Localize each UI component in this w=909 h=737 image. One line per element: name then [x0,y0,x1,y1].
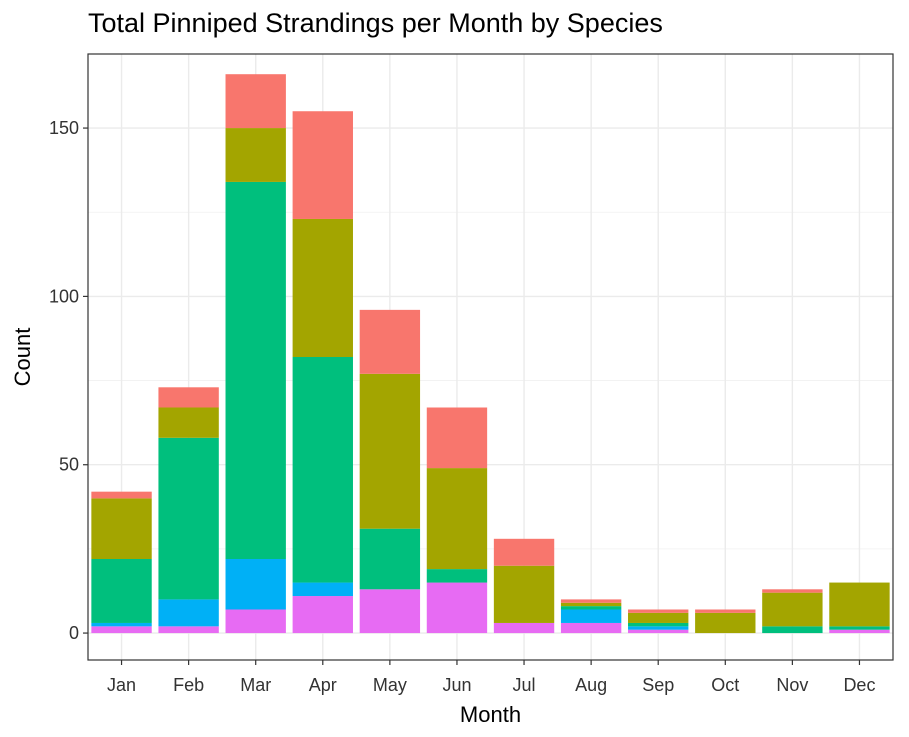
bar-segment-nov-4 [762,592,823,627]
bar-segment-feb-1 [158,626,219,634]
bar-segment-may-1 [359,589,421,634]
bar-segment-aug-3 [560,606,622,610]
bar-segment-jul-4 [493,565,555,623]
bar-segment-feb-5 [158,387,219,408]
bar-segment-jan-2 [91,622,152,627]
bar-segment-apr-1 [292,596,353,634]
x-tick-label-jul: Jul [513,675,536,695]
bar-segment-sep-2 [628,626,689,630]
y-tick-label: 50 [59,455,79,475]
bar-segment-mar-5 [225,74,286,129]
x-tick-label-dec: Dec [843,675,875,695]
bars [91,74,890,634]
bar-segment-jun-1 [426,582,488,634]
bar-segment-jan-4 [91,498,152,559]
bar-segment-apr-2 [292,582,353,597]
plot-border [87,53,894,661]
bar-segment-jun-5 [426,407,488,469]
bar-segment-mar-4 [225,128,286,182]
bar-segment-nov-5 [762,589,823,593]
axes: 0 50 100 150 Jan Feb Mar Apr May Jun Jul Aug Sep Oct N… [49,118,876,695]
bar-segment-sep-3 [628,622,689,627]
bar-segment-jun-4 [426,468,488,570]
bar-segment-aug-5 [560,599,622,603]
bar-segment-dec-1 [829,629,890,634]
bar-segment-sep-4 [628,612,689,623]
x-axis-title: Month [460,702,521,727]
bar-segment-dec-3 [829,626,890,630]
y-axis-title: Count [10,328,35,387]
bar-segment-sep-1 [628,629,689,634]
bar-segment-mar-3 [225,181,286,559]
y-tick-label: 100 [49,286,79,306]
bar-segment-jun-3 [426,569,488,583]
bar-segment-feb-2 [158,599,219,627]
bar-segment-feb-3 [158,437,219,600]
bar-segment-may-5 [359,309,421,374]
x-tick-label-sep: Sep [642,675,674,695]
bar-segment-jul-1 [493,622,555,634]
bar-segment-aug-1 [560,622,622,634]
x-tick-label-may: May [373,675,407,695]
bar-segment-mar-1 [225,609,286,634]
plot-panel [88,54,893,660]
bar-segment-mar-2 [225,559,286,610]
bar-segment-jan-3 [91,559,152,623]
bar-segment-apr-4 [292,218,353,357]
chart-title: Total Pinniped Strandings per Month by S… [88,8,663,38]
bar-segment-oct-4 [695,612,756,634]
x-tick-label-mar: Mar [240,675,271,695]
bar-segment-dec-4 [829,582,890,627]
bar-segment-jan-1 [91,626,152,634]
x-tick-label-jan: Jan [107,675,136,695]
x-tick-label-feb: Feb [173,675,204,695]
bar-segment-apr-3 [292,357,353,583]
bar-segment-jul-5 [493,538,555,566]
x-tick-label-apr: Apr [309,675,337,695]
y-tick-label: 150 [49,118,79,138]
x-tick-label-oct: Oct [711,675,739,695]
x-tick-label-aug: Aug [575,675,607,695]
bar-segment-aug-4 [560,602,622,607]
x-tick-label-jun: Jun [442,675,471,695]
bar-segment-may-4 [359,373,421,529]
bar-segment-oct-5 [695,609,756,613]
bar-segment-apr-5 [292,111,353,219]
bar-segment-feb-4 [158,407,219,438]
bar-segment-aug-2 [560,609,622,623]
bar-segment-nov-3 [762,626,823,634]
x-tick-label-nov: Nov [776,675,808,695]
y-tick-label: 0 [69,623,79,643]
bar-segment-may-3 [359,528,421,590]
bar-segment-jan-5 [91,491,152,499]
bar-segment-sep-5 [628,609,689,613]
